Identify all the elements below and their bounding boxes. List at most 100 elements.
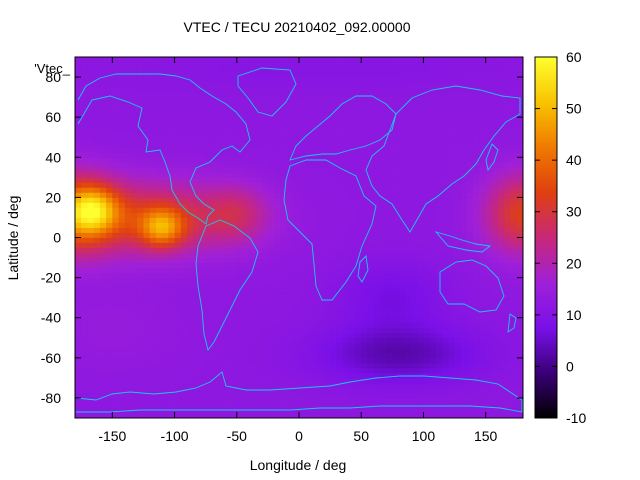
heatmap-cell — [311, 122, 319, 128]
heatmap-cell — [143, 97, 151, 103]
heatmap-cell — [180, 367, 188, 374]
heatmap-cell — [516, 357, 524, 364]
heatmap-cell — [112, 297, 119, 304]
heatmap-cell — [305, 347, 312, 354]
heatmap-cell — [162, 147, 169, 153]
heatmap-cell — [81, 297, 88, 304]
heatmap-cell — [261, 92, 269, 98]
heatmap-cell — [218, 122, 225, 128]
heatmap-cell — [211, 412, 219, 419]
heatmap-cell — [479, 247, 487, 253]
heatmap-cell — [355, 247, 362, 253]
heatmap-cell — [404, 77, 412, 83]
heatmap-cell — [174, 282, 182, 289]
heatmap-cell — [106, 332, 113, 339]
heatmap-cell — [479, 407, 487, 414]
heatmap-cell — [118, 207, 126, 213]
heatmap-cell — [267, 297, 275, 304]
heatmap-cell — [323, 352, 331, 359]
heatmap-cell — [411, 192, 418, 198]
heatmap-cell — [218, 402, 225, 409]
heatmap-cell — [498, 212, 505, 218]
heatmap-cell — [199, 247, 207, 253]
heatmap-cell — [330, 107, 337, 113]
heatmap-cell — [155, 167, 163, 173]
heatmap-cell — [317, 192, 325, 198]
heatmap-cell — [174, 187, 182, 193]
heatmap-cell — [224, 302, 231, 309]
heatmap-cell — [417, 407, 424, 414]
heatmap-cell — [75, 382, 82, 389]
heatmap-cell — [355, 107, 362, 113]
heatmap-cell — [435, 297, 443, 304]
heatmap-cell — [218, 332, 225, 339]
heatmap-cell — [286, 222, 294, 228]
heatmap-cell — [280, 327, 287, 334]
heatmap-cell — [87, 377, 95, 384]
heatmap-cell — [336, 257, 343, 263]
heatmap-cell — [211, 202, 219, 208]
heatmap-cell — [155, 387, 163, 394]
heatmap-cell — [498, 262, 505, 268]
heatmap-cell — [330, 332, 337, 339]
heatmap-cell — [336, 262, 343, 268]
heatmap-cell — [392, 137, 399, 143]
heatmap-cell — [498, 392, 505, 399]
heatmap-cell — [205, 287, 213, 294]
heatmap-cell — [398, 142, 406, 148]
heatmap-cell — [373, 347, 381, 354]
heatmap-cell — [106, 202, 113, 208]
heatmap-cell — [199, 392, 207, 399]
heatmap-cell — [286, 377, 294, 384]
heatmap-cell — [93, 222, 101, 228]
heatmap-cell — [317, 332, 325, 339]
heatmap-cell — [137, 327, 144, 334]
heatmap-cell — [361, 357, 368, 364]
heatmap-cell — [516, 397, 524, 404]
heatmap-cell — [411, 377, 418, 384]
heatmap-cell — [87, 157, 95, 163]
heatmap-cell — [398, 382, 406, 389]
heatmap-cell — [392, 287, 399, 294]
heatmap-cell — [274, 317, 281, 324]
heatmap-cell — [243, 402, 250, 409]
heatmap-cell — [180, 277, 188, 284]
heatmap-cell — [311, 307, 319, 314]
heatmap-cell — [485, 247, 493, 253]
heatmap-cell — [423, 337, 431, 344]
heatmap-cell — [460, 202, 468, 208]
heatmap-cell — [379, 182, 387, 188]
heatmap-cell — [491, 257, 499, 263]
heatmap-cell — [99, 382, 107, 389]
heatmap-cell — [118, 367, 126, 374]
heatmap-cell — [317, 142, 325, 148]
heatmap-cell — [373, 302, 381, 309]
heatmap-cell — [311, 92, 319, 98]
heatmap-cell — [435, 242, 443, 248]
heatmap-cell — [386, 117, 393, 123]
heatmap-cell — [423, 102, 431, 108]
heatmap-cell — [404, 177, 412, 183]
heatmap-cell — [510, 277, 518, 284]
heatmap-cell — [485, 377, 493, 384]
heatmap-cell — [162, 397, 169, 404]
heatmap-cell — [236, 182, 244, 188]
heatmap-cell — [93, 107, 101, 113]
heatmap-cell — [261, 322, 269, 329]
heatmap-cell — [398, 167, 406, 173]
heatmap-cell — [124, 237, 132, 243]
heatmap-cell — [193, 337, 200, 344]
heatmap-cell — [516, 82, 524, 88]
heatmap-cell — [379, 132, 387, 138]
heatmap-cell — [386, 287, 393, 294]
heatmap-cell — [155, 292, 163, 299]
heatmap-cell — [348, 147, 356, 153]
heatmap-cell — [504, 102, 511, 108]
heatmap-cell — [131, 332, 138, 339]
heatmap-cell — [442, 72, 449, 78]
heatmap-cell — [404, 242, 412, 248]
heatmap-cell — [87, 312, 95, 319]
heatmap-cell — [491, 122, 499, 128]
heatmap-cell — [485, 407, 493, 414]
heatmap-cell — [323, 382, 331, 389]
